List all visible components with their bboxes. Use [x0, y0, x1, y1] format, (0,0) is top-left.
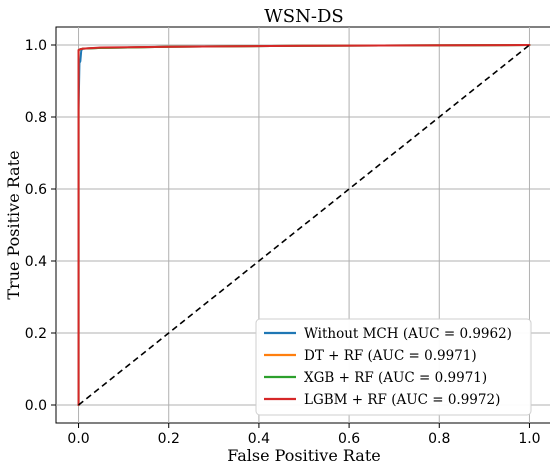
- x-tick-label: 1.0: [518, 431, 540, 447]
- legend-label: DT + RF (AUC = 0.9971): [304, 348, 477, 364]
- y-axis-label: True Positive Rate: [4, 150, 23, 299]
- x-tick-label: 0.0: [67, 431, 89, 447]
- y-tick-label: 0.0: [25, 398, 47, 414]
- y-tick-label: 0.6: [25, 182, 47, 198]
- legend-label: Without MCH (AUC = 0.9962): [304, 326, 512, 342]
- legend: Without MCH (AUC = 0.9962) DT + RF (AUC =…: [256, 319, 531, 415]
- x-axis-label: False Positive Rate: [227, 446, 381, 465]
- x-tick-label: 0.8: [428, 431, 450, 447]
- x-tick-label: 0.2: [158, 431, 180, 447]
- y-tick-label: 0.2: [25, 326, 47, 342]
- x-axis-ticks: 0.0 0.2 0.4 0.6 0.8 1.0: [67, 423, 540, 447]
- x-tick-label: 0.6: [338, 431, 360, 447]
- y-tick-label: 1.0: [25, 38, 47, 54]
- y-tick-label: 0.8: [25, 110, 47, 126]
- legend-label: XGB + RF (AUC = 0.9971): [304, 370, 487, 386]
- y-axis-ticks: 0.0 0.2 0.4 0.6 0.8 1.0: [25, 38, 56, 414]
- x-tick-label: 0.4: [248, 431, 270, 447]
- y-tick-label: 0.4: [25, 254, 47, 270]
- chart-title: WSN-DS: [264, 6, 343, 27]
- legend-label: LGBM + RF (AUC = 0.9972): [304, 392, 500, 408]
